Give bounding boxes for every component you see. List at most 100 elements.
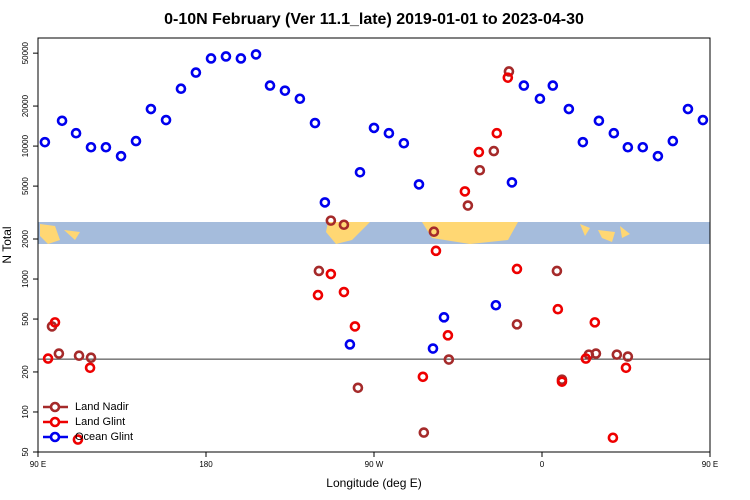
y-tick-label: 50 <box>21 447 30 456</box>
point <box>160 114 172 126</box>
point <box>220 51 232 62</box>
point <box>383 127 395 139</box>
y-tick-label: 500 <box>21 312 30 326</box>
x-axis-label: Longitude (deg E) <box>326 476 421 490</box>
point <box>130 135 142 147</box>
point <box>552 303 564 315</box>
point <box>42 353 54 364</box>
point <box>309 117 321 129</box>
point <box>502 72 514 83</box>
point <box>352 382 364 394</box>
point <box>430 245 442 257</box>
x-tick-label: 90 E <box>30 460 46 469</box>
x-tick-label: 90 E <box>702 460 718 469</box>
point <box>474 164 486 176</box>
point <box>563 103 575 115</box>
point <box>325 268 337 280</box>
point <box>488 145 500 157</box>
y-tick-label: 2000 <box>21 230 30 248</box>
point <box>53 348 65 359</box>
point <box>589 317 601 328</box>
point <box>250 49 262 60</box>
point <box>325 215 337 226</box>
legend-marker <box>49 401 61 413</box>
point <box>72 434 84 445</box>
point <box>459 186 471 197</box>
point <box>608 127 620 139</box>
y-tick-label: 5000 <box>21 177 30 195</box>
point <box>438 312 450 323</box>
y-tick-label: 200 <box>21 365 30 379</box>
y-tick-label: 20000 <box>21 94 30 117</box>
point <box>620 362 632 374</box>
y-tick-label: 10000 <box>21 134 30 157</box>
point <box>580 353 592 364</box>
point <box>344 339 356 350</box>
point <box>418 427 430 438</box>
point <box>49 317 61 328</box>
point <box>73 350 85 362</box>
point <box>279 85 291 96</box>
point <box>175 83 187 95</box>
point <box>590 348 602 359</box>
point <box>682 103 694 115</box>
point <box>667 135 679 147</box>
point <box>417 371 429 383</box>
x-tick-label: 90 W <box>365 460 384 469</box>
legend-label: Land Nadir <box>75 401 129 413</box>
plot-frame <box>37 37 711 453</box>
point <box>70 127 82 139</box>
point <box>473 146 485 158</box>
point <box>313 265 325 277</box>
point <box>547 80 559 91</box>
point <box>511 263 523 275</box>
point <box>85 141 97 153</box>
point <box>611 349 623 360</box>
point <box>190 67 202 78</box>
point <box>205 53 217 64</box>
point <box>39 136 51 148</box>
point <box>652 150 664 162</box>
point <box>637 141 649 153</box>
point <box>534 93 546 105</box>
point <box>354 166 366 178</box>
point <box>427 343 439 354</box>
point <box>338 286 350 298</box>
point <box>264 80 276 91</box>
map-strip <box>38 222 710 244</box>
chart-title: 0-10N February (Ver 11.1_late) 2019-01-0… <box>164 11 584 28</box>
point <box>490 299 502 311</box>
point <box>506 177 518 188</box>
point <box>398 137 410 149</box>
legend-marker <box>49 416 61 428</box>
point <box>294 93 306 105</box>
point <box>413 179 425 190</box>
x-tick-label: 180 <box>199 460 213 469</box>
point <box>622 141 634 153</box>
point <box>428 226 440 237</box>
y-tick-label: 1000 <box>21 270 30 288</box>
point <box>145 103 157 115</box>
point <box>577 136 589 148</box>
point <box>551 265 563 277</box>
x-tick-label: 0 <box>540 460 545 469</box>
y-axis-label: N Total <box>0 226 14 263</box>
point <box>319 197 331 208</box>
point <box>312 289 324 301</box>
y-tick-label: 100 <box>21 405 30 419</box>
point <box>100 141 112 153</box>
point <box>368 122 380 134</box>
point <box>338 219 350 231</box>
point <box>85 352 97 364</box>
point <box>115 150 127 162</box>
point <box>697 114 709 126</box>
point <box>462 200 474 211</box>
point <box>442 330 454 341</box>
point <box>511 319 523 330</box>
point <box>235 53 247 64</box>
point <box>349 321 361 332</box>
point <box>443 354 455 365</box>
point <box>556 376 568 387</box>
point <box>607 432 619 444</box>
